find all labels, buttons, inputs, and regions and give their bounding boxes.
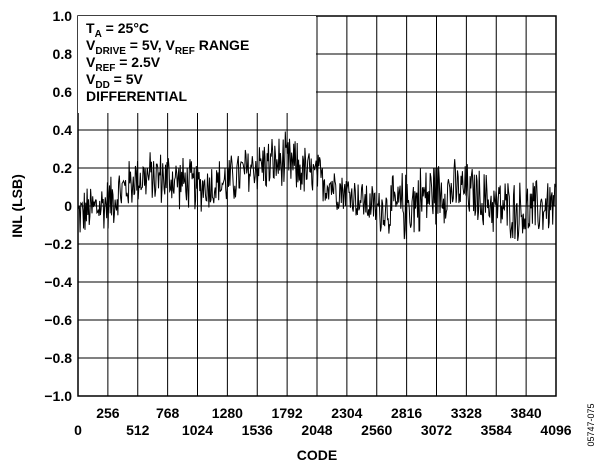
x-tick-label: 3840 (511, 405, 542, 421)
inl-trace (77, 131, 556, 241)
legend-text-segment: V (86, 71, 96, 87)
legend-text-segment: = 25°C (102, 20, 149, 36)
legend-text-segment: RANGE (195, 37, 249, 53)
legend-line: TA = 25°C (86, 20, 149, 40)
x-tick-label: 2048 (301, 422, 332, 438)
y-tick-label: 0 (64, 198, 72, 214)
legend-text-segment: = 5V, V (126, 37, 176, 53)
y-tick-label: −1.0 (44, 388, 72, 404)
legend-text-segment: A (95, 29, 102, 40)
legend-background (78, 16, 316, 113)
legend-line: VREF = 2.5V (86, 54, 161, 74)
y-tick-label: −0.2 (44, 236, 72, 252)
y-tick-label: −0.4 (44, 274, 72, 290)
inl-series (77, 131, 556, 241)
y-tick-label: 0.6 (53, 84, 73, 100)
x-tick-label: 1792 (272, 405, 303, 421)
legend-line: VDD = 5V (86, 71, 144, 91)
x-tick-label: 1024 (182, 422, 213, 438)
y-tick-label: −0.8 (44, 350, 72, 366)
y-tick-label: −0.6 (44, 312, 72, 328)
legend-line: VDRIVE = 5V, VREF RANGE (86, 37, 249, 57)
x-tick-label: 2560 (361, 422, 392, 438)
legend-text-segment: T (86, 20, 95, 36)
legend-text-segment: DD (95, 80, 109, 91)
y-tick-label: 0.2 (53, 160, 73, 176)
plot-frame (77, 15, 557, 397)
x-tick-label: 2816 (391, 405, 422, 421)
x-tick-label: 768 (156, 405, 180, 421)
y-tick-label: 0.8 (53, 46, 73, 62)
x-tick-label: 2304 (331, 405, 362, 421)
figure-id: 05747-075 (586, 403, 596, 446)
x-tick-label: 1536 (242, 422, 273, 438)
legend-text-segment: REF (175, 46, 195, 57)
x-tick-label: 3328 (451, 405, 482, 421)
legend-text-segment: = 5V (110, 71, 144, 87)
x-tick-label: 4096 (540, 422, 571, 438)
x-tick-label: 3072 (421, 422, 452, 438)
y-tick-label: 1.0 (53, 8, 73, 24)
y-axis-title: INL (LSB) (9, 174, 25, 238)
y-tick-label: 0.4 (53, 122, 73, 138)
legend-text-segment: DRIVE (95, 46, 126, 57)
legend-text-segment: V (86, 37, 96, 53)
x-tick-labels: 0 512 1024 1536 2048 2560 3072 3584 4096 256 768 12… (74, 405, 572, 438)
legend-text-segment: REF (95, 63, 115, 74)
y-tick-labels: 1.0 0.8 0.6 0.4 0.2 0 −0.2 −0.4 −0.6 −0.8 −1.0 (44, 8, 72, 404)
x-tick-label: 3584 (481, 422, 512, 438)
legend-text-segment: DIFFERENTIAL (86, 88, 188, 104)
x-tick-label: 256 (96, 405, 120, 421)
legend-text-segment: = 2.5V (115, 54, 160, 70)
x-axis-title: CODE (297, 447, 337, 463)
legend-line: DIFFERENTIAL (86, 88, 188, 104)
x-tick-label: 512 (126, 422, 150, 438)
legend-text-segment: V (86, 54, 96, 70)
x-tick-label: 0 (74, 422, 82, 438)
x-tick-label: 1280 (212, 405, 243, 421)
